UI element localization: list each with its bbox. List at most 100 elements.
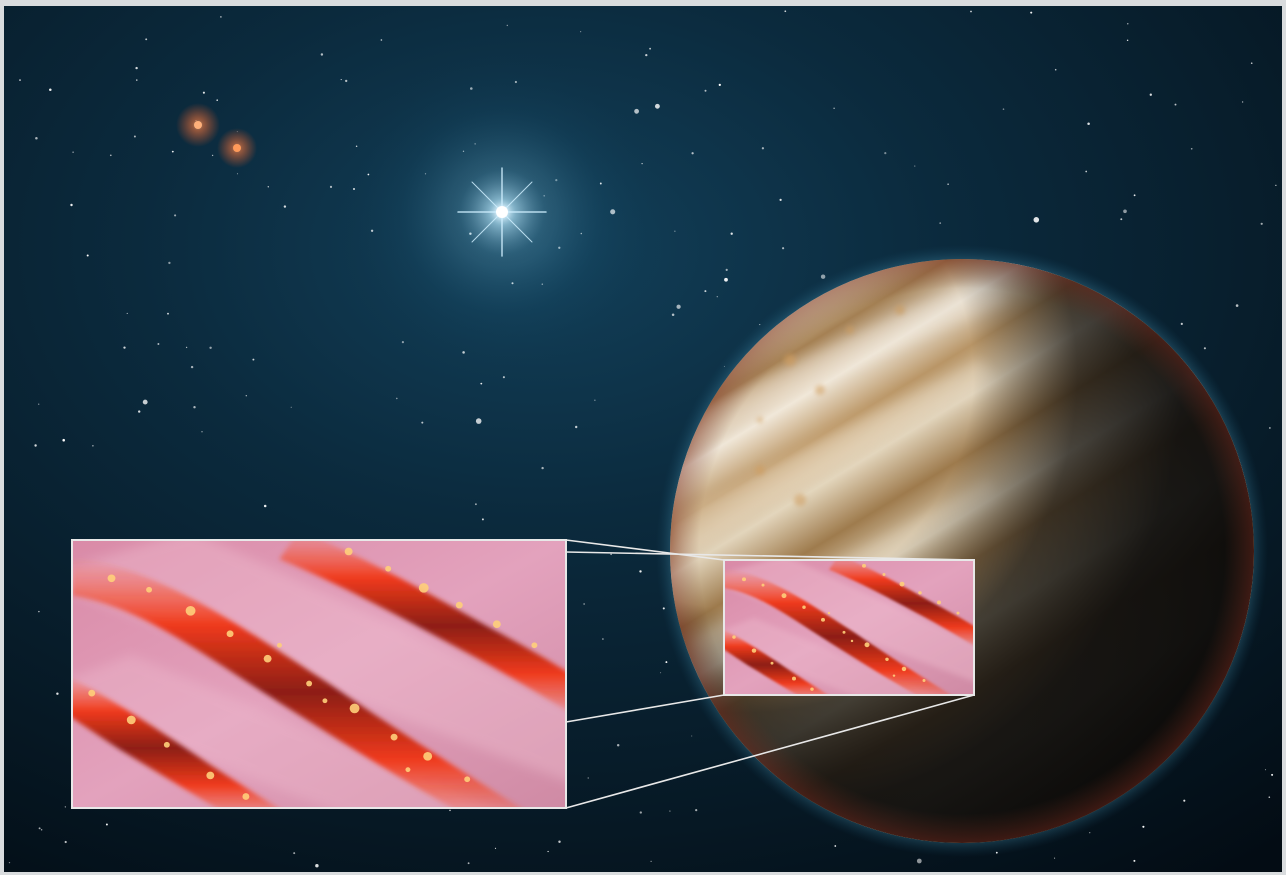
- star: [1133, 194, 1136, 197]
- star: [329, 185, 333, 188]
- star: [1127, 23, 1129, 25]
- star: [1030, 11, 1033, 14]
- star: [86, 254, 89, 257]
- star: [1054, 857, 1056, 859]
- star: [171, 150, 174, 153]
- star: [1203, 347, 1206, 350]
- star: [263, 504, 267, 508]
- star: [616, 744, 620, 747]
- star: [594, 399, 596, 401]
- star: [480, 382, 483, 385]
- star: [216, 99, 218, 101]
- star: [779, 198, 782, 202]
- star: [583, 603, 585, 605]
- star: [725, 268, 728, 271]
- star: [142, 399, 148, 405]
- star: [610, 553, 612, 556]
- star: [395, 397, 398, 400]
- star: [340, 79, 342, 81]
- star: [939, 222, 942, 224]
- star: [62, 438, 65, 442]
- star: [1235, 304, 1239, 307]
- star: [724, 277, 728, 282]
- star: [494, 847, 497, 850]
- star: [665, 661, 668, 664]
- star: [671, 313, 675, 316]
- star: [201, 431, 203, 433]
- star: [8, 861, 11, 864]
- star: [649, 47, 651, 50]
- star: [718, 83, 721, 87]
- star: [782, 247, 785, 250]
- star: [691, 735, 693, 737]
- star: [1002, 108, 1005, 110]
- gas-giant-planet: [656, 245, 1268, 857]
- star: [1085, 170, 1088, 173]
- star: [64, 840, 67, 844]
- star: [1087, 122, 1090, 126]
- star: [467, 862, 470, 865]
- star: [833, 107, 835, 109]
- star: [1269, 427, 1271, 429]
- star: [575, 425, 578, 429]
- star: [267, 186, 269, 188]
- zoom-connector-lines: [565, 539, 975, 809]
- red-binary-stars: [176, 103, 257, 168]
- star: [49, 88, 52, 91]
- star: [109, 154, 112, 157]
- star: [639, 811, 642, 814]
- star: [730, 232, 733, 235]
- star: [639, 570, 642, 573]
- star: [92, 445, 94, 447]
- star: [202, 91, 205, 94]
- star: [38, 610, 40, 613]
- star: [157, 343, 160, 345]
- star: [704, 290, 707, 293]
- star: [676, 304, 681, 309]
- star: [133, 135, 136, 138]
- star: [1054, 68, 1057, 71]
- star: [580, 31, 582, 33]
- star: [506, 24, 508, 27]
- star: [1260, 222, 1263, 225]
- star: [220, 16, 222, 18]
- star: [1033, 217, 1040, 223]
- star: [283, 205, 287, 208]
- star: [168, 261, 171, 265]
- star: [123, 346, 126, 349]
- star: [34, 444, 37, 447]
- star: [947, 183, 949, 185]
- star: [602, 638, 604, 640]
- star: [1126, 39, 1129, 42]
- star: [704, 89, 707, 92]
- star: [970, 10, 972, 13]
- star: [481, 518, 484, 521]
- star: [1250, 62, 1253, 65]
- star: [380, 39, 383, 41]
- star: [190, 365, 194, 369]
- star: [38, 403, 40, 405]
- star: [1271, 773, 1274, 776]
- star: [185, 346, 188, 349]
- star: [1241, 101, 1244, 103]
- star: [761, 147, 765, 150]
- star: [211, 154, 214, 157]
- star: [691, 152, 694, 155]
- star: [1268, 796, 1271, 798]
- star: [541, 466, 544, 470]
- star: [320, 53, 324, 56]
- star: [1089, 832, 1091, 834]
- star: [1174, 103, 1177, 106]
- star: [695, 809, 698, 812]
- star: [64, 806, 66, 808]
- star: [884, 152, 887, 155]
- star: [126, 312, 128, 314]
- star: [1264, 769, 1267, 771]
- zoom-box-on-planet: [723, 559, 975, 696]
- star: [35, 137, 38, 140]
- star: [315, 863, 319, 868]
- star: [293, 852, 296, 855]
- star: [916, 858, 922, 864]
- star: [645, 53, 648, 57]
